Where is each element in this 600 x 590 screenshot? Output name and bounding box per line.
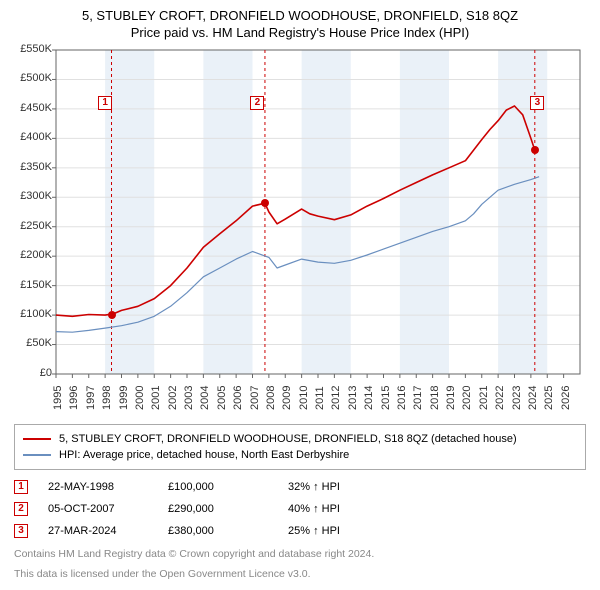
legend-row-property: 5, STUBLEY CROFT, DRONFIELD WOODHOUSE, D… <box>23 431 577 447</box>
x-tick-label: 2006 <box>232 385 244 409</box>
y-tick-label: £50K <box>14 337 52 349</box>
event-date-2: 05-OCT-2007 <box>48 503 148 515</box>
y-tick-label: £200K <box>14 249 52 261</box>
x-tick-label: 1997 <box>85 385 97 409</box>
chart-marker-dot <box>108 311 116 319</box>
event-date-3: 27-MAR-2024 <box>48 525 148 537</box>
event-row-2: 2 05-OCT-2007 £290,000 40% ↑ HPI <box>14 498 586 520</box>
event-marker-2: 2 <box>14 502 28 516</box>
x-tick-label: 1999 <box>118 385 130 409</box>
legend-box: 5, STUBLEY CROFT, DRONFIELD WOODHOUSE, D… <box>14 424 586 470</box>
x-tick-label: 2002 <box>167 385 179 409</box>
x-tick-label: 2019 <box>445 385 457 409</box>
x-tick-label: 2009 <box>281 385 293 409</box>
x-tick-label: 1996 <box>68 385 80 409</box>
x-tick-label: 2025 <box>543 385 555 409</box>
chart-marker-box: 2 <box>250 96 264 110</box>
x-tick-label: 2023 <box>511 385 523 409</box>
events-list: 1 22-MAY-1998 £100,000 32% ↑ HPI 2 05-OC… <box>14 476 586 542</box>
x-tick-label: 2011 <box>314 386 326 410</box>
x-tick-label: 2003 <box>183 385 195 409</box>
y-tick-label: £0 <box>14 367 52 379</box>
y-tick-label: £300K <box>14 190 52 202</box>
legend-row-hpi: HPI: Average price, detached house, Nort… <box>23 447 577 463</box>
event-delta-1: 32% ↑ HPI <box>288 481 388 493</box>
x-tick-label: 2008 <box>265 385 277 409</box>
y-tick-label: £100K <box>14 308 52 320</box>
x-tick-label: 2001 <box>150 385 162 409</box>
y-tick-label: £500K <box>14 72 52 84</box>
event-date-1: 22-MAY-1998 <box>48 481 148 493</box>
legend-swatch-hpi <box>23 454 51 456</box>
x-tick-label: 2020 <box>461 385 473 409</box>
chart-marker-box: 3 <box>530 96 544 110</box>
event-marker-1: 1 <box>14 480 28 494</box>
x-tick-label: 2000 <box>134 385 146 409</box>
y-tick-label: £550K <box>14 43 52 55</box>
legend-label-property: 5, STUBLEY CROFT, DRONFIELD WOODHOUSE, D… <box>59 433 517 445</box>
x-tick-label: 2007 <box>249 385 261 409</box>
x-tick-label: 2014 <box>363 385 375 409</box>
event-row-1: 1 22-MAY-1998 £100,000 32% ↑ HPI <box>14 476 586 498</box>
legend-swatch-property <box>23 438 51 440</box>
x-tick-label: 2024 <box>527 385 539 409</box>
event-marker-3: 3 <box>14 524 28 538</box>
x-tick-label: 2004 <box>199 385 211 409</box>
x-tick-label: 2012 <box>330 385 342 409</box>
event-delta-3: 25% ↑ HPI <box>288 525 388 537</box>
chart-plot-area: £0 £50K £100K £150K £200K £250K £300K £350K £400… <box>14 46 586 416</box>
footnote-copyright: Contains HM Land Registry data © Crown c… <box>14 548 586 562</box>
x-tick-label: 2022 <box>494 385 506 409</box>
chart-subtitle: Price paid vs. HM Land Registry's House … <box>14 25 586 40</box>
event-price-3: £380,000 <box>168 525 268 537</box>
chart-marker-box: 1 <box>98 96 112 110</box>
x-tick-label: 1995 <box>52 385 64 409</box>
y-tick-label: £400K <box>14 131 52 143</box>
x-tick-label: 2010 <box>298 385 310 409</box>
event-price-2: £290,000 <box>168 503 268 515</box>
x-tick-label: 1998 <box>101 385 113 409</box>
legend-label-hpi: HPI: Average price, detached house, Nort… <box>59 449 349 461</box>
event-delta-2: 40% ↑ HPI <box>288 503 388 515</box>
x-tick-label: 2015 <box>380 385 392 409</box>
y-tick-label: £350K <box>14 161 52 173</box>
footnote-licence: This data is licensed under the Open Gov… <box>14 568 586 582</box>
x-tick-label: 2017 <box>412 385 424 409</box>
x-tick-label: 2005 <box>216 385 228 409</box>
x-tick-label: 2016 <box>396 385 408 409</box>
event-price-1: £100,000 <box>168 481 268 493</box>
event-row-3: 3 27-MAR-2024 £380,000 25% ↑ HPI <box>14 520 586 542</box>
x-tick-label: 2013 <box>347 385 359 409</box>
chart-title-address: 5, STUBLEY CROFT, DRONFIELD WOODHOUSE, D… <box>14 8 586 25</box>
chart-marker-dot <box>261 199 269 207</box>
x-tick-label: 2021 <box>478 385 490 409</box>
y-tick-label: £450K <box>14 102 52 114</box>
x-tick-label: 2018 <box>429 385 441 409</box>
y-tick-label: £150K <box>14 279 52 291</box>
y-tick-label: £250K <box>14 220 52 232</box>
chart-marker-dot <box>531 146 539 154</box>
x-tick-label: 2026 <box>560 385 572 409</box>
